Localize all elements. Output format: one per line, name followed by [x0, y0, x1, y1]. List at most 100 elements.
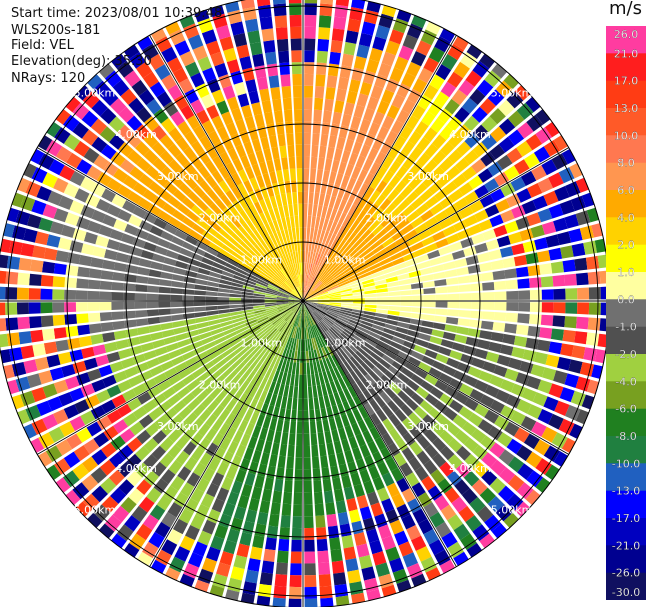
velocity-gate: [381, 472, 395, 487]
noise-gate: [327, 525, 340, 539]
velocity-gate: [264, 303, 277, 307]
velocity-gate: [338, 390, 347, 403]
velocity-gate: [397, 218, 410, 230]
noise-gate: [278, 50, 290, 64]
velocity-gate: [268, 282, 280, 289]
velocity-gate: [387, 310, 400, 316]
velocity-gate: [290, 302, 301, 310]
velocity-gate: [421, 355, 435, 366]
velocity-gate: [305, 302, 317, 307]
noise-gate: [116, 60, 134, 78]
velocity-gate: [435, 238, 449, 249]
velocity-gate: [328, 195, 337, 209]
velocity-gate: [290, 252, 295, 264]
noise-gate: [151, 125, 167, 141]
velocity-gate: [363, 416, 375, 430]
velocity-gate: [296, 156, 303, 169]
velocity-gate: [277, 291, 290, 297]
velocity-gate: [178, 508, 194, 524]
velocity-gate: [55, 250, 69, 263]
noise-gate: [81, 110, 99, 128]
velocity-gate: [392, 336, 405, 345]
velocity-gate: [307, 251, 311, 264]
velocity-gate: [251, 163, 262, 177]
velocity-gate: [296, 315, 300, 327]
velocity-gate: [298, 303, 303, 316]
velocity-gate: [332, 340, 342, 351]
velocity-gate: [344, 425, 355, 439]
velocity-gate: [358, 326, 371, 335]
velocity-gate: [376, 305, 389, 310]
noise-gate: [570, 195, 586, 212]
velocity-gate: [269, 418, 278, 431]
noise-gate: [23, 359, 38, 374]
noise-gate: [155, 36, 172, 53]
velocity-gate: [185, 525, 200, 541]
velocity-gate: [364, 307, 377, 313]
noise-gate: [564, 273, 577, 286]
velocity-gate: [196, 273, 209, 281]
noise-gate: [90, 405, 106, 420]
noise-gate: [541, 289, 554, 300]
velocity-gate: [123, 310, 136, 319]
velocity-gate: [172, 518, 188, 535]
velocity-gate: [422, 174, 437, 188]
velocity-gate: [203, 341, 216, 350]
noise-gate: [138, 496, 155, 513]
velocity-gate: [355, 433, 366, 447]
velocity-gate: [400, 295, 413, 301]
noise-gate: [291, 62, 302, 75]
velocity-gate: [238, 419, 249, 433]
velocity-gate: [375, 283, 388, 290]
velocity-gate: [328, 343, 337, 355]
velocity-gate: [273, 232, 281, 245]
velocity-gate: [230, 216, 242, 229]
velocity-gate: [170, 294, 183, 301]
velocity-gate: [184, 176, 198, 190]
noise-gate: [42, 204, 58, 219]
velocity-gate: [268, 368, 277, 381]
velocity-gate: [219, 316, 232, 323]
noise-gate: [500, 209, 515, 223]
velocity-gate: [454, 391, 469, 405]
noise-gate: [48, 159, 65, 176]
colorbar-swatch: [606, 354, 646, 382]
velocity-gate: [310, 421, 317, 434]
noise-gate: [52, 302, 65, 313]
noise-gate: [100, 442, 117, 458]
velocity-gate: [355, 458, 367, 472]
velocity-gate: [420, 326, 433, 335]
velocity-gate: [249, 177, 260, 191]
velocity-gate: [338, 283, 351, 289]
velocity-gate: [430, 422, 445, 436]
velocity-gate: [305, 301, 318, 304]
noise-gate: [170, 111, 185, 127]
noise-gate: [72, 463, 89, 480]
velocity-gate: [254, 113, 265, 127]
velocity-gate: [463, 437, 479, 453]
velocity-gate: [381, 155, 394, 170]
velocity-gate: [255, 283, 268, 289]
velocity-gate: [314, 97, 324, 111]
velocity-gate: [326, 219, 334, 232]
colorbar-tick: 1.0: [617, 266, 635, 279]
velocity-gate: [266, 525, 279, 539]
velocity-gate: [311, 444, 319, 458]
noise-gate: [439, 559, 455, 574]
azimuth-spoke: [302, 300, 457, 567]
velocity-gate: [213, 374, 226, 387]
noise-gate: [42, 383, 58, 398]
velocity-gate: [117, 184, 132, 199]
velocity-gate: [316, 307, 328, 313]
velocity-gate: [293, 289, 302, 299]
velocity-gate: [234, 361, 246, 373]
velocity-gate: [96, 171, 112, 187]
noise-gate: [575, 210, 591, 226]
velocity-gate: [123, 301, 135, 310]
velocity-gate: [211, 498, 225, 513]
velocity-gate: [342, 375, 352, 388]
noise-gate: [586, 379, 599, 395]
velocity-gate: [293, 303, 302, 313]
velocity-gate: [152, 157, 167, 172]
velocity-gate: [266, 249, 276, 261]
